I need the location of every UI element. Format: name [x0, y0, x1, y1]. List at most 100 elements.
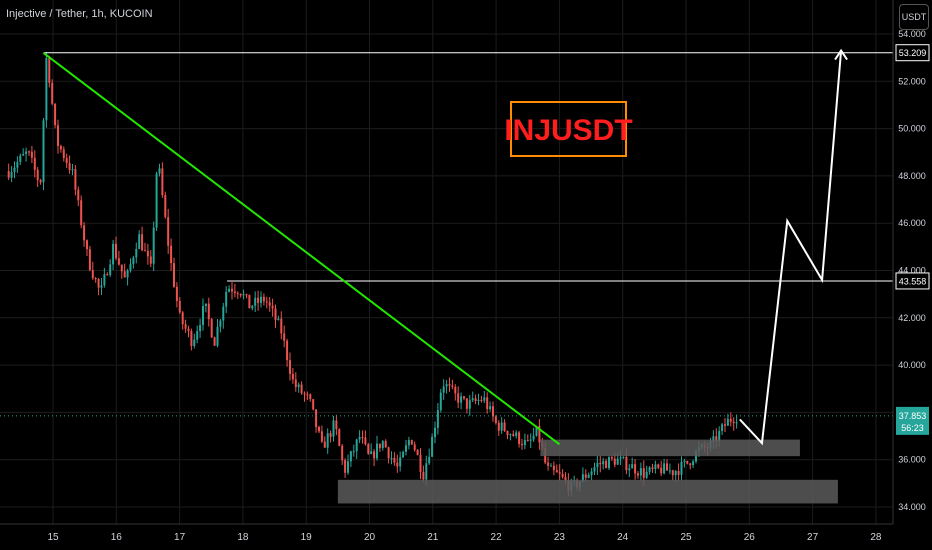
- candle-body: [303, 393, 306, 395]
- candle-body: [584, 474, 587, 478]
- candle-body: [268, 302, 271, 306]
- candle-body: [85, 240, 88, 250]
- candle-body: [291, 373, 294, 380]
- candle-body: [692, 461, 695, 466]
- candle-body: [274, 308, 277, 320]
- candle-body: [172, 263, 175, 287]
- candle-body: [297, 384, 300, 388]
- candle-body: [254, 297, 257, 306]
- candle-body: [332, 420, 335, 437]
- candle-body: [668, 470, 671, 472]
- candle-body: [216, 326, 219, 346]
- candle-body: [654, 464, 657, 470]
- candle-body: [671, 470, 674, 476]
- candle-body: [593, 467, 596, 472]
- candle-body: [352, 451, 355, 453]
- candle-body: [326, 433, 329, 448]
- candle-body: [454, 386, 457, 394]
- candle-body: [616, 458, 619, 465]
- x-tick-label: 20: [364, 532, 376, 543]
- candle-body: [520, 443, 523, 446]
- candle-body: [245, 294, 248, 296]
- x-tick-label: 25: [680, 532, 692, 543]
- candle-body: [141, 234, 144, 251]
- candle-body: [259, 296, 262, 303]
- candle-body: [19, 155, 22, 162]
- candle-body: [515, 432, 518, 436]
- trendline: [42, 52, 561, 446]
- candle-body: [680, 461, 683, 475]
- candle-body: [161, 168, 164, 196]
- candle-body: [497, 422, 500, 431]
- x-tick-label: 17: [174, 532, 186, 543]
- candle-body: [532, 435, 535, 440]
- candle-body: [404, 445, 407, 452]
- candle-body: [651, 467, 654, 470]
- x-tick-label: 15: [47, 532, 59, 543]
- candle-body: [625, 456, 628, 471]
- candle-body: [341, 445, 344, 461]
- y-tick-label: 42.000: [898, 313, 926, 323]
- x-tick-label: 24: [617, 532, 629, 543]
- candle-body: [213, 337, 216, 346]
- candle-body: [201, 305, 204, 326]
- candle-body: [483, 397, 486, 401]
- candle-body: [320, 431, 323, 442]
- candle-body: [442, 386, 445, 393]
- candle-body: [503, 422, 506, 431]
- candle-body: [138, 234, 141, 249]
- currency-button[interactable]: USDT: [899, 4, 929, 30]
- candle-body: [663, 463, 666, 474]
- candle-body: [280, 318, 283, 334]
- candle-body: [555, 470, 558, 473]
- support-zone: [337, 479, 838, 504]
- candle-body: [599, 462, 602, 465]
- drawings: [0, 48, 893, 446]
- candle-body: [355, 439, 358, 452]
- candle-body: [300, 384, 303, 394]
- price-label-text: 43.558: [899, 276, 927, 286]
- x-tick-label: 28: [870, 532, 882, 543]
- candle-body: [146, 250, 149, 257]
- symbol-label: INJUSDT: [504, 114, 632, 147]
- candle-body: [660, 467, 663, 474]
- price-labels: 53.209 43.558 37.853 56:23: [895, 44, 930, 435]
- candle-body: [721, 424, 724, 431]
- candle-body: [262, 296, 265, 302]
- candle-body: [425, 463, 428, 480]
- candle-body: [219, 320, 222, 327]
- y-tick-label: 48.000: [898, 171, 926, 181]
- candle-body: [402, 451, 405, 458]
- candle-body: [370, 451, 373, 454]
- candle-body: [36, 169, 39, 181]
- candle-body: [729, 418, 732, 422]
- y-tick-label: 52.000: [898, 76, 926, 86]
- candle-body: [468, 400, 471, 409]
- candle-body: [547, 462, 550, 466]
- candle-body: [683, 460, 686, 462]
- candle-body: [51, 82, 54, 104]
- candle-body: [65, 158, 68, 164]
- candle-body: [164, 195, 167, 218]
- candle-body: [445, 384, 448, 387]
- candle-body: [718, 430, 721, 442]
- candle-body: [358, 436, 361, 440]
- candle-body: [315, 409, 318, 428]
- candle-body: [538, 426, 541, 443]
- candle-body: [512, 434, 515, 436]
- candle-body: [689, 463, 692, 466]
- candle-body: [117, 258, 120, 265]
- candle-body: [155, 173, 158, 228]
- candle-body: [607, 457, 610, 469]
- candle-body: [77, 189, 80, 201]
- candle-body: [451, 385, 454, 387]
- candle-body: [175, 286, 178, 301]
- candle-body: [158, 168, 161, 174]
- candle-body: [257, 297, 260, 303]
- candle-body: [45, 58, 48, 121]
- candle-body: [526, 440, 529, 442]
- candle-body: [39, 180, 42, 183]
- candle-body: [523, 440, 526, 446]
- chart-title: Injective / Tether, 1h, KUCOIN: [6, 8, 153, 20]
